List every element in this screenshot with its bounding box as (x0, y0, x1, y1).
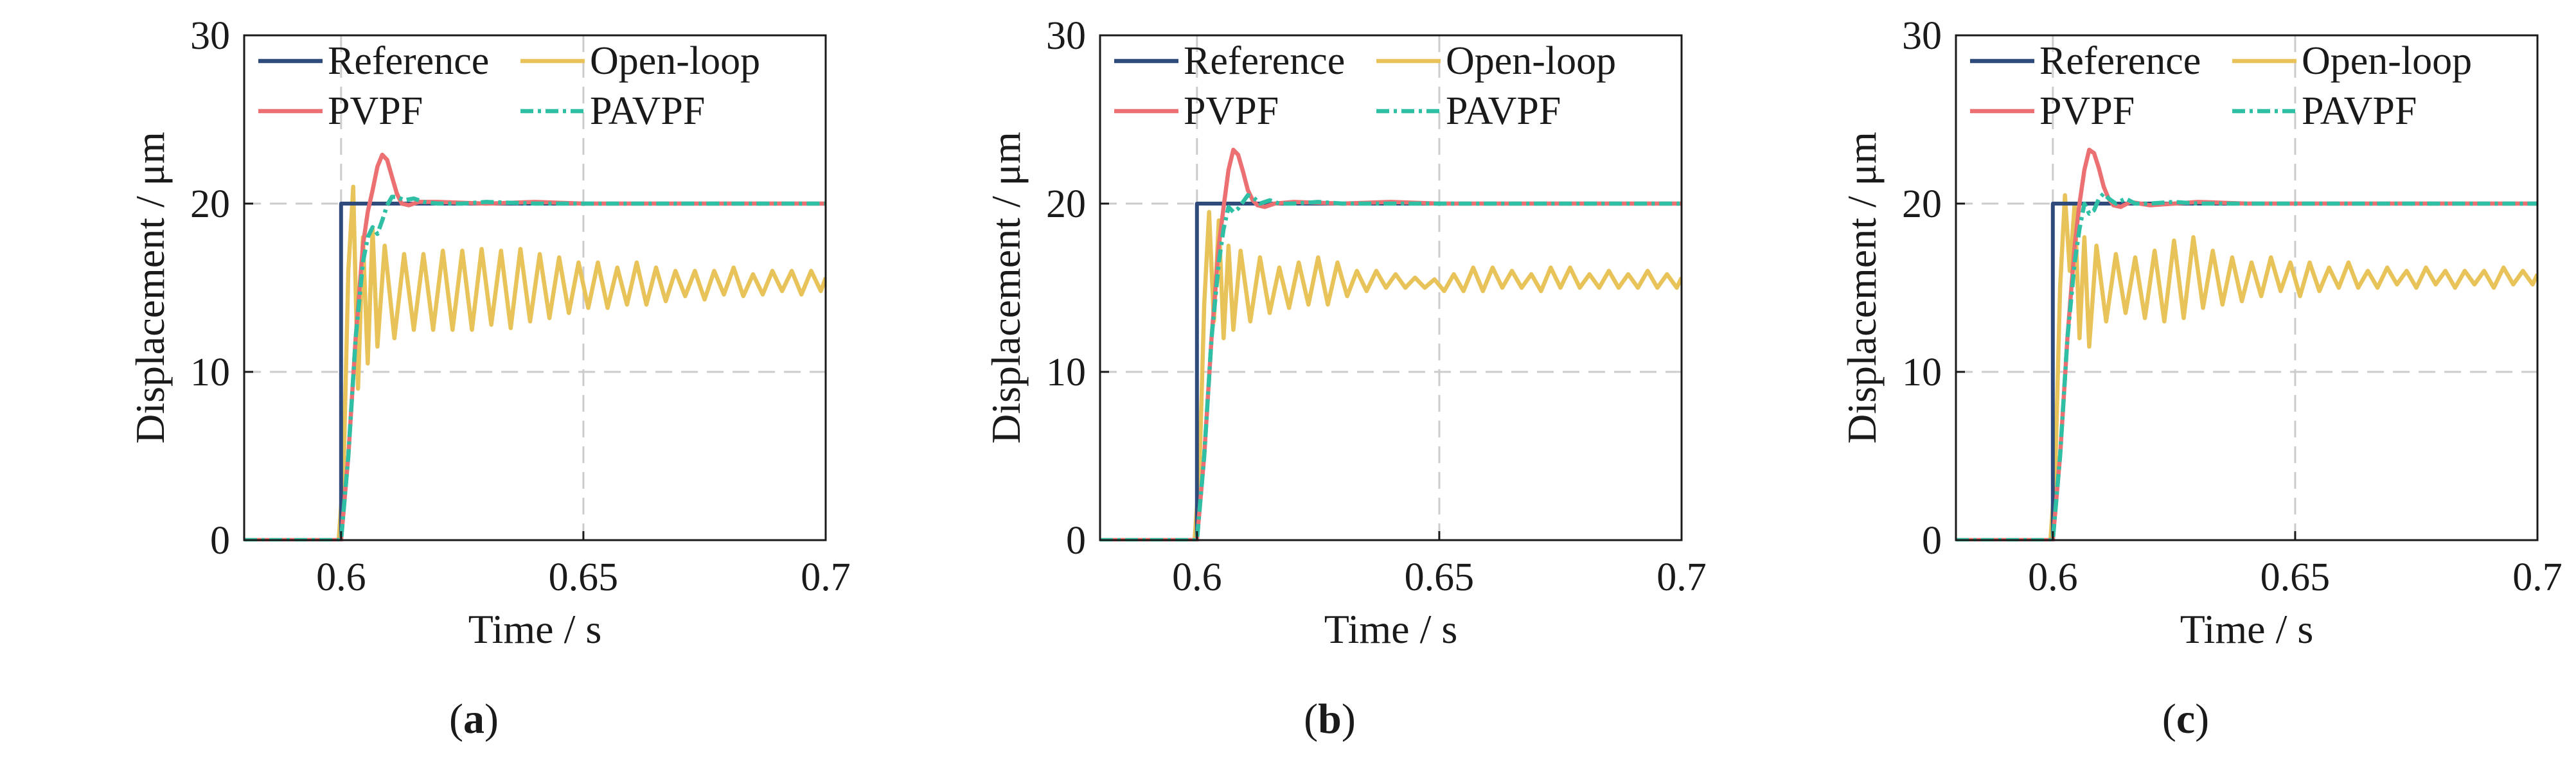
x-tick-label: 0.6 (2028, 556, 2078, 599)
legend-label-open-loop: Open-loop (1446, 39, 1616, 83)
legend-label-reference: Reference (1184, 39, 1345, 83)
panel-label-letter: a (463, 696, 484, 742)
y-axis-title: Displacement / μm (983, 132, 1029, 444)
series-line-pavpf (1100, 193, 1682, 541)
y-tick-label: 30 (1046, 14, 1086, 58)
legend-label-pavpf: PAVPF (1446, 89, 1561, 133)
x-tick-label: 0.7 (801, 556, 851, 599)
y-axis-title: Displacement / μm (1839, 132, 1885, 444)
legend-label-pvpf: PVPF (2039, 89, 2135, 133)
panel-label-close: ) (2195, 696, 2209, 742)
panel-label-letter: b (1318, 696, 1342, 742)
panel-label-close: ) (484, 696, 499, 742)
series-line-pavpf (1956, 191, 2537, 541)
series-line-pvpf (244, 152, 826, 541)
panel-label-open: ( (2162, 696, 2176, 742)
series-group (244, 152, 826, 541)
x-tick-label: 0.65 (2261, 556, 2331, 599)
panel-label-open: ( (1304, 696, 1318, 742)
y-tick-label: 30 (1902, 14, 1942, 58)
plot-frame (1099, 34, 1683, 541)
legend: Reference Open-loop PVPF PAVPF (258, 39, 760, 133)
legend-item-open-loop: Open-loop (1376, 39, 1616, 83)
legend-item-reference: Reference (1114, 39, 1345, 83)
series-line-pavpf (244, 195, 826, 541)
panel-label-close: ) (1342, 696, 1356, 742)
x-tick-label: 0.65 (1405, 556, 1475, 599)
legend-item-reference: Reference (1970, 39, 2201, 83)
legend-item-open-loop: Open-loop (2232, 39, 2472, 83)
x-tick-label: 0.65 (549, 556, 619, 599)
y-tick-label: 0 (210, 519, 230, 563)
panel-c: 0.6 0.65 0.7 0 10 20 30 Time / s Displacement / … (1839, 14, 2563, 742)
panel-label-open: ( (449, 696, 463, 742)
y-tick-label: 0 (1066, 519, 1086, 563)
series-line-open-loop (244, 184, 826, 541)
legend: Reference Open-loop PVPF PAVPF (1970, 39, 2472, 133)
x-tick-label: 0.6 (1172, 556, 1222, 599)
y-tick-label: 10 (1902, 351, 1942, 394)
legend-item-pvpf: PVPF (258, 89, 423, 133)
series-line-open-loop (1100, 209, 1682, 541)
legend-label-pvpf: PVPF (328, 89, 423, 133)
y-tick-label: 10 (1046, 351, 1086, 394)
panel-a: 0.6 0.65 0.7 0 10 20 30 Time / s Displacement / … (127, 14, 851, 742)
x-axis-title: Time / s (1324, 606, 1458, 652)
panel-label: (b) (1304, 696, 1356, 742)
plot-frame (243, 34, 827, 541)
legend-label-pavpf: PAVPF (590, 89, 705, 133)
legend-label-pavpf: PAVPF (2302, 89, 2417, 133)
y-tick-label: 20 (1046, 182, 1086, 226)
legend-label-open-loop: Open-loop (2302, 39, 2472, 83)
y-tick-label: 20 (1902, 182, 1942, 226)
series-line-pvpf (1100, 147, 1682, 541)
x-axis-title: Time / s (468, 606, 602, 652)
legend-item-open-loop: Open-loop (520, 39, 760, 83)
x-tick-label: 0.6 (316, 556, 366, 599)
panel-label-letter: c (2176, 696, 2195, 742)
x-tick-label: 0.7 (2512, 556, 2563, 599)
legend-item-pavpf: PAVPF (2232, 89, 2417, 133)
legend-label-reference: Reference (2039, 39, 2201, 83)
legend-item-pvpf: PVPF (1970, 89, 2135, 133)
legend-label-open-loop: Open-loop (590, 39, 760, 83)
series-line-pvpf (1956, 147, 2537, 541)
panel-b: 0.6 0.65 0.7 0 10 20 30 Time / s Displacement / … (983, 14, 1707, 742)
series-line-open-loop (1956, 193, 2537, 541)
y-axis-title: Displacement / μm (127, 132, 173, 444)
x-tick-label: 0.7 (1657, 556, 1707, 599)
y-tick-label: 0 (1922, 519, 1942, 563)
plot-frame (1955, 34, 2539, 541)
series-group (1100, 147, 1682, 541)
legend-label-pvpf: PVPF (1184, 89, 1279, 133)
panel-label: (a) (449, 696, 499, 742)
series-group (1956, 147, 2537, 541)
x-axis-title: Time / s (2180, 606, 2314, 652)
legend-item-pvpf: PVPF (1114, 89, 1279, 133)
y-tick-label: 30 (190, 14, 230, 58)
legend-label-reference: Reference (328, 39, 489, 83)
y-tick-label: 10 (190, 351, 230, 394)
legend-item-pavpf: PAVPF (520, 89, 705, 133)
legend: Reference Open-loop PVPF PAVPF (1114, 39, 1616, 133)
panel-label: (c) (2162, 696, 2209, 742)
y-tick-label: 20 (190, 182, 230, 226)
legend-item-reference: Reference (258, 39, 489, 83)
legend-item-pavpf: PAVPF (1376, 89, 1561, 133)
